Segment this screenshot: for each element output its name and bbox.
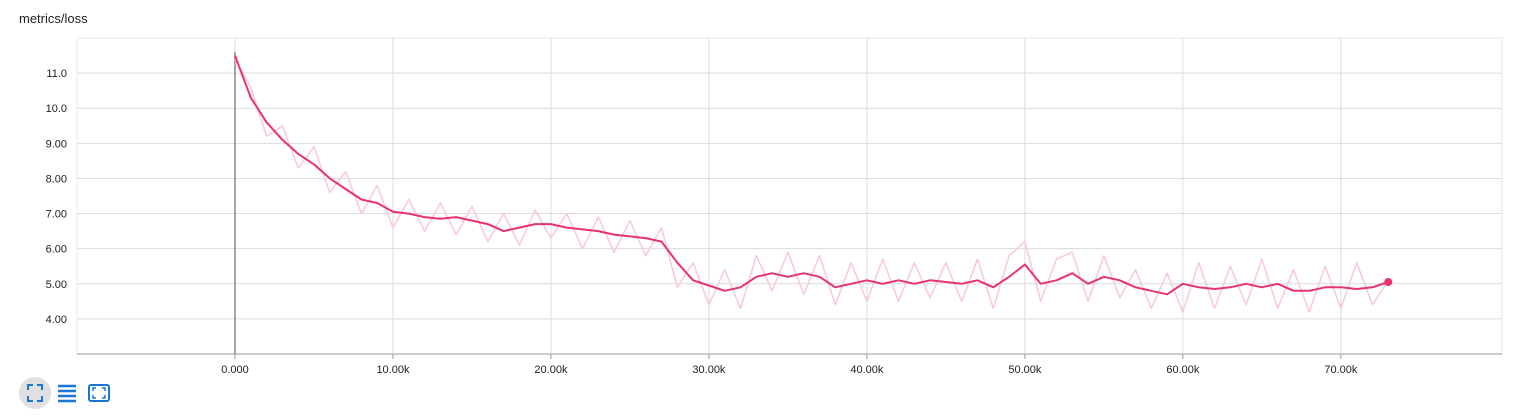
y-tick-label: 11.0 (46, 68, 67, 80)
log-scale-button[interactable] (57, 384, 77, 403)
fit-domain-button[interactable] (88, 384, 110, 402)
y-tick-label: 7.00 (46, 209, 67, 221)
y-tick-label: 8.00 (46, 173, 67, 185)
chart-title: metrics/loss (19, 11, 88, 26)
fullscreen-icon (27, 384, 43, 402)
plot-frame (76, 37, 1503, 355)
x-tick-label: 70.00k (1324, 364, 1358, 376)
y-tick-label: 9.00 (46, 138, 67, 150)
series-line (234, 55, 1389, 296)
x-tick-label: 40.00k (850, 364, 884, 376)
y-tick-label: 10.0 (46, 103, 67, 115)
x-tick-label: 50.00k (1008, 364, 1042, 376)
y-tick-label: 4.00 (46, 314, 67, 326)
x-tick-label: 60.00k (1166, 364, 1200, 376)
x-tick-label: 20.00k (534, 364, 568, 376)
y-tick-label: 5.00 (46, 279, 67, 291)
series-line (234, 58, 1389, 313)
x-tick-label: 0.000 (221, 364, 249, 376)
toolbar (19, 377, 110, 409)
last-point (1384, 278, 1393, 287)
x-tick-label: 10.00k (376, 364, 410, 376)
fullscreen-button[interactable] (19, 377, 51, 409)
y-tick-label: 6.00 (46, 244, 67, 256)
x-tick-label: 30.00k (692, 364, 726, 376)
